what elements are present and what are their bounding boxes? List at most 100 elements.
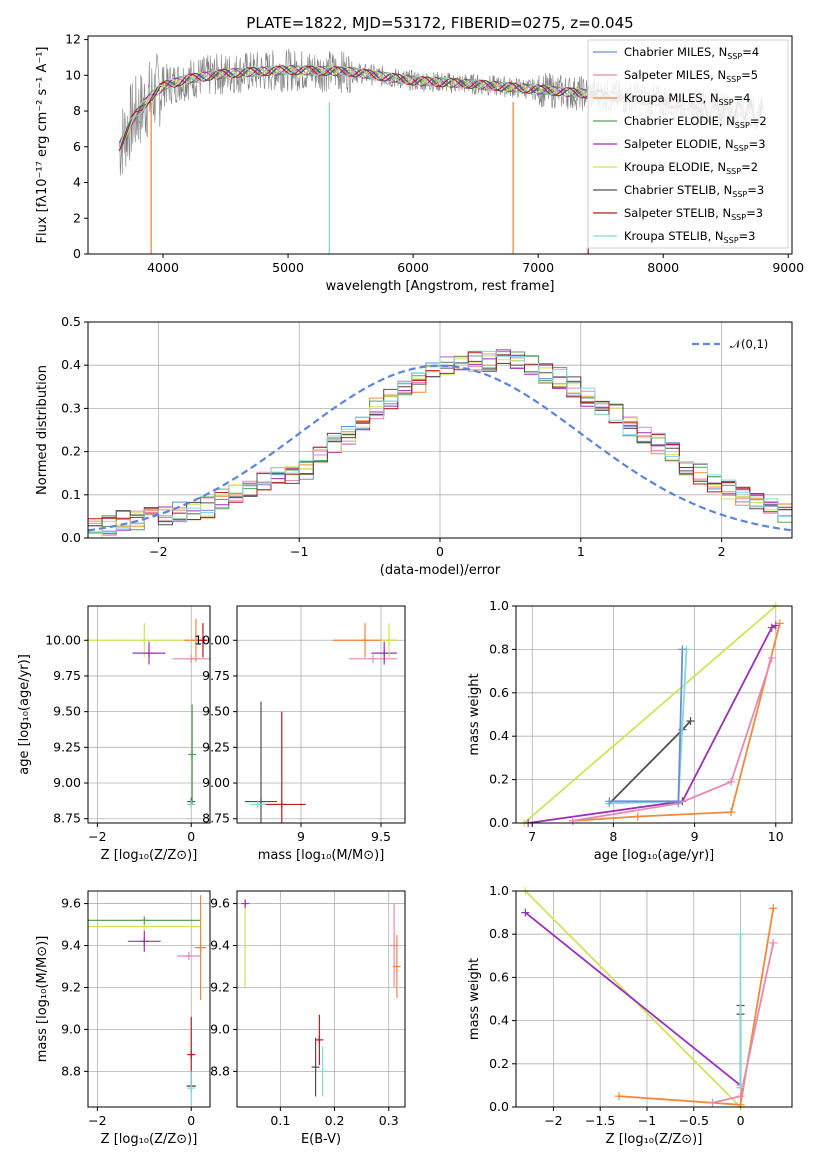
data-point	[380, 649, 389, 658]
series-point	[727, 808, 736, 817]
y-axis-label: mass weight	[467, 958, 482, 1040]
x-tick-label: 0	[187, 1113, 195, 1128]
series-point	[521, 908, 530, 917]
data-point	[140, 916, 149, 925]
x-tick-label: 0.2	[325, 1113, 345, 1128]
x-tick-label: 8000	[647, 260, 679, 275]
y-tick-label: 12	[65, 32, 81, 47]
y-tick-label: 6	[73, 139, 81, 154]
data-point	[311, 1063, 320, 1072]
legend-entry: Chabrier STELIB, NSSP=3	[624, 183, 764, 199]
y-tick-label: 8.8	[61, 1063, 81, 1078]
x-axis-label: Z [log₁₀(Z/Z⊙)]	[606, 1132, 703, 1147]
y-tick-label: 9.50	[202, 704, 230, 719]
y-tick-label: 9.25	[202, 739, 230, 754]
x-axis-label: mass [log₁₀(M/M⊙)]	[258, 848, 385, 863]
y-tick-label: 0.0	[489, 815, 509, 830]
data-point	[187, 654, 196, 663]
x-tick-label: 2	[718, 544, 726, 559]
series-point	[736, 930, 745, 939]
x-tick-label: 8	[609, 829, 617, 844]
series-point	[614, 1092, 623, 1101]
plot-frame	[515, 605, 793, 824]
y-tick-label: 2	[73, 210, 81, 225]
data-point	[361, 636, 369, 645]
plot-2: −2 0 8.75 9.00 9.25 9.50 9.75 10.00 Z [log₁₀(Z/Z…	[17, 605, 211, 863]
y-tick-label: 4	[73, 175, 81, 190]
plot-frame	[87, 890, 211, 1108]
data-point	[392, 962, 401, 971]
y-axis-label: mass [log₁₀(M/M⊙)]	[35, 936, 50, 1063]
series-point	[605, 797, 614, 806]
y-tick-label: 10.00	[45, 632, 81, 647]
data-point	[191, 636, 200, 645]
x-tick-label: 9	[691, 829, 699, 844]
y-tick-label: 10	[65, 67, 81, 82]
y-tick-label: 0.3	[61, 400, 81, 415]
data-point	[198, 636, 207, 645]
x-tick-label: 10	[768, 829, 784, 844]
legend-box	[587, 39, 789, 249]
series-line	[609, 649, 688, 805]
plot-5: −2 0 8.8 9.0 9.2 9.4 9.6 Z [log₁₀(Z/Z⊙)] mass [l…	[35, 890, 211, 1147]
y-tick-label: 8.75	[202, 811, 230, 826]
plot-frame	[87, 605, 211, 824]
y-tick-label: 9.25	[53, 739, 81, 754]
y-axis-label: Normed distribution	[35, 365, 50, 495]
y-tick-label: 0.4	[489, 1013, 509, 1028]
y-tick-label: 9.75	[53, 668, 81, 683]
x-tick-label: 7000	[522, 260, 554, 275]
series-point	[708, 1098, 717, 1107]
y-tick-label: 0.4	[489, 728, 509, 743]
x-tick-label: −2	[88, 1113, 106, 1128]
y-tick-label: 9.4	[61, 938, 81, 953]
y-tick-label: 9.00	[202, 775, 230, 790]
data-point	[196, 943, 205, 952]
y-tick-label: 0.6	[489, 969, 509, 984]
y-tick-label: 9.0	[210, 1021, 230, 1036]
data-point	[318, 1067, 327, 1076]
x-tick-label: 9000	[772, 260, 804, 275]
legend-entry: Chabrier ELODIE, NSSP=2	[624, 114, 767, 130]
plot-4: 7 8 9 10 0.0 0.2 0.4 0.6 0.8 1.0 age [log₁₀(age/yr…	[467, 598, 793, 863]
data-point	[140, 636, 149, 645]
y-tick-label: 8.75	[53, 811, 81, 826]
y-tick-label: 0.5	[61, 314, 81, 329]
y-tick-label: 9.2	[61, 979, 81, 994]
x-tick-label: 6000	[397, 260, 429, 275]
y-tick-label: 0.8	[489, 641, 509, 656]
legend-entry: Kroupa STELIB, NSSP=3	[624, 229, 755, 245]
series-point	[568, 816, 577, 825]
series-point	[736, 1100, 745, 1109]
plot-6: 0.1 0.2 0.3 8.8 9.0 9.2 9.4 9.6 E(B-V)	[210, 890, 406, 1147]
y-tick-label: 9.0	[61, 1021, 81, 1036]
data-point	[277, 800, 286, 809]
x-axis-label: age [log₁₀(age/yr)]	[594, 848, 715, 863]
x-tick-label: 7	[528, 829, 536, 844]
series-point	[736, 1081, 745, 1090]
x-axis-label: wavelength [Angstrom, rest frame]	[326, 279, 555, 294]
series-point	[769, 904, 778, 913]
series-line	[572, 623, 781, 822]
series-point	[633, 812, 642, 821]
x-tick-label: 0.1	[270, 1113, 290, 1128]
data-point	[187, 1050, 196, 1059]
data-point	[369, 654, 377, 663]
x-axis-label: E(B-V)	[301, 1132, 341, 1147]
x-tick-label: −2	[544, 1113, 562, 1128]
plot-frame	[87, 321, 793, 539]
x-tick-label: 1	[577, 544, 585, 559]
x-tick-label: 9.5	[371, 829, 391, 844]
plot-0: 4000 5000 6000 7000 8000 9000 0 2 4 6 8 10 12 wavelen…	[35, 32, 804, 294]
x-tick-label: 0	[737, 1113, 745, 1128]
data-point	[187, 800, 196, 809]
data-point	[140, 937, 149, 946]
y-tick-label: 0.6	[489, 685, 509, 700]
y-tick-label: 8	[73, 103, 81, 118]
series-line	[523, 606, 777, 823]
legend: Chabrier MILES, NSSP=4 Salpeter MILES, NS…	[587, 39, 789, 249]
x-tick-label: 5000	[272, 260, 304, 275]
data-point	[385, 636, 393, 645]
y-axis-label: age [log₁₀(age/yr)]	[17, 654, 32, 775]
x-axis-label: Z [log₁₀(Z/Z⊙)]	[101, 848, 198, 863]
